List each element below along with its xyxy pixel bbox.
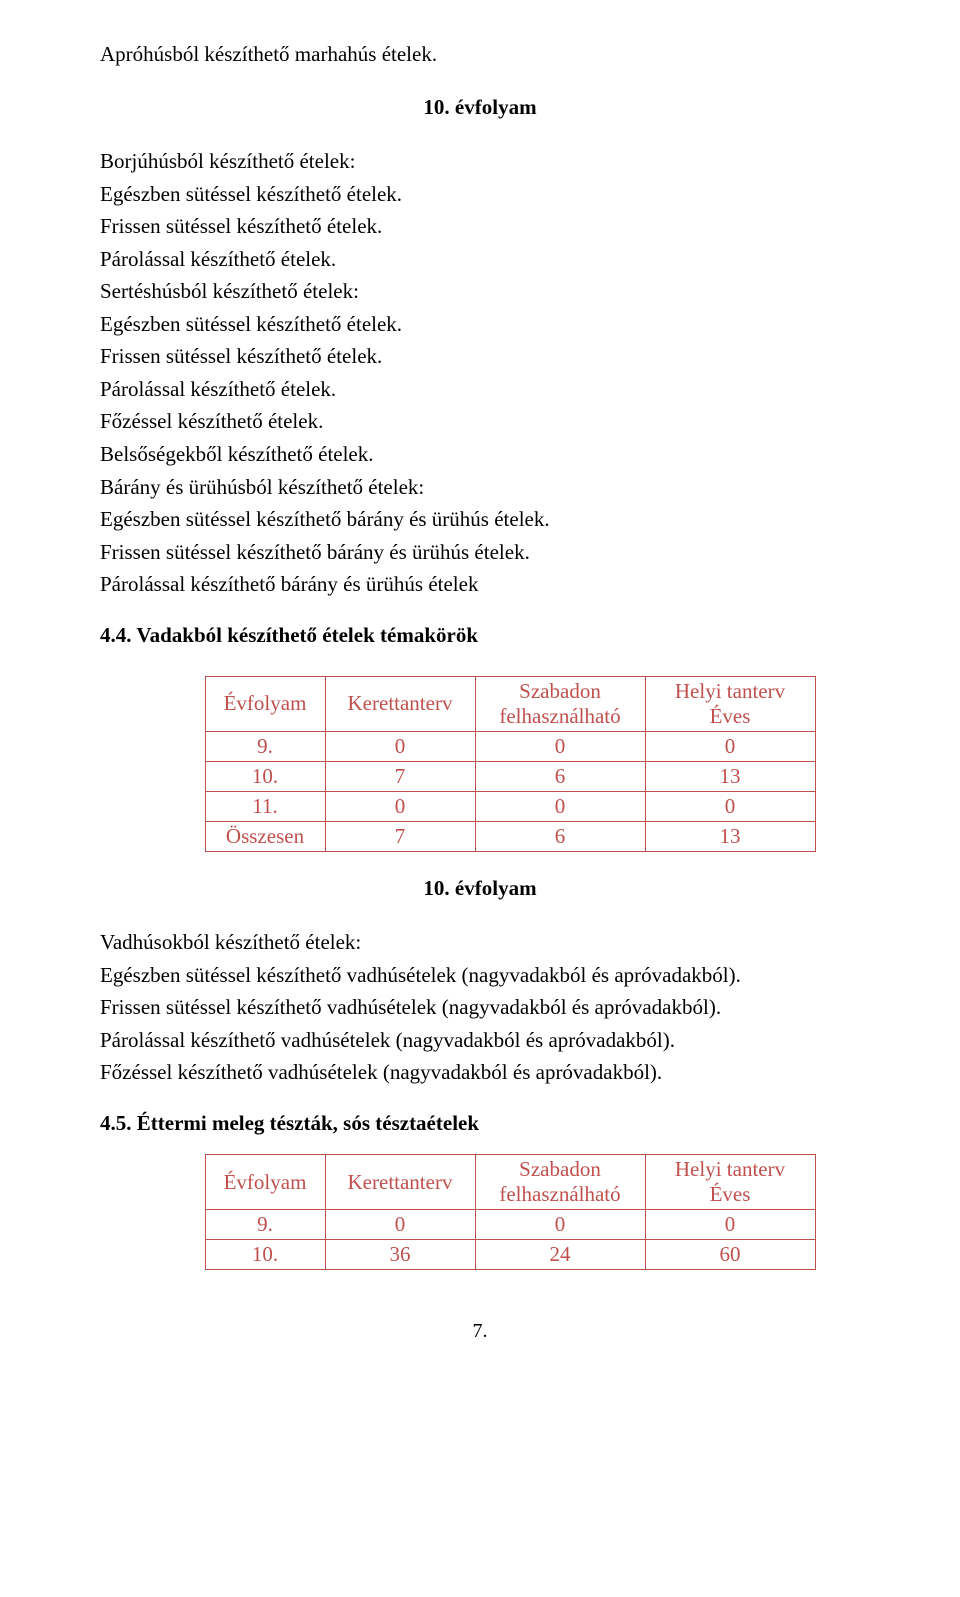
table-cell: 0	[645, 731, 815, 761]
table-cell: 10.	[205, 761, 325, 791]
table-cell: 13	[645, 821, 815, 851]
text-line: Frissen sütéssel készíthető ételek.	[100, 210, 860, 243]
text-line: Egészben sütéssel készíthető ételek.	[100, 178, 860, 211]
table-cell: 0	[475, 731, 645, 761]
table-cell: 0	[645, 1210, 815, 1240]
table-cell: 6	[475, 761, 645, 791]
table-row: 9.000	[205, 731, 815, 761]
text-line: Párolással készíthető ételek.	[100, 373, 860, 406]
table-cell: 0	[325, 731, 475, 761]
table-cell: 9.	[205, 731, 325, 761]
table-header-cell: Szabadonfelhasználható	[475, 1155, 645, 1210]
table-cell: 13	[645, 761, 815, 791]
table-row: 9.000	[205, 1210, 815, 1240]
table-cell: 10.	[205, 1240, 325, 1270]
table-header-cell: Évfolyam	[205, 1155, 325, 1210]
table-row: Összesen7613	[205, 821, 815, 851]
table-row: 10.7613	[205, 761, 815, 791]
text-line: Párolással készíthető ételek.	[100, 243, 860, 276]
text-line: Frissen sütéssel készíthető bárány és ür…	[100, 536, 860, 569]
table-cell: 0	[475, 791, 645, 821]
text-line: Főzéssel készíthető ételek.	[100, 405, 860, 438]
table-cell: 0	[325, 1210, 475, 1240]
table-cell: 60	[645, 1240, 815, 1270]
table-cell: 9.	[205, 1210, 325, 1240]
table-cell: 36	[325, 1240, 475, 1270]
list-block-1: Borjúhúsból készíthető ételek:Egészben s…	[100, 145, 860, 601]
table-cell: 0	[325, 791, 475, 821]
table-header-cell: Kerettanterv	[325, 676, 475, 731]
table-cell: 0	[645, 791, 815, 821]
text-line: Bárány és ürühúsból készíthető ételek:	[100, 471, 860, 504]
text-line: Belsőségekből készíthető ételek.	[100, 438, 860, 471]
table-cell: 7	[325, 761, 475, 791]
section-45-heading: 4.5. Éttermi meleg tészták, sós tésztaét…	[100, 1111, 860, 1136]
text-line: Frissen sütéssel készíthető ételek.	[100, 340, 860, 373]
intro-line: Apróhúsból készíthető marhahús ételek.	[100, 38, 860, 71]
table-row: 11.000	[205, 791, 815, 821]
table-cell: 11.	[205, 791, 325, 821]
table-cell: Összesen	[205, 821, 325, 851]
text-line: Egészben sütéssel készíthető vadhúsétele…	[100, 959, 860, 992]
curriculum-table-2: ÉvfolyamKerettantervSzabadonfelhasználha…	[205, 1154, 816, 1270]
table-header-cell: Évfolyam	[205, 676, 325, 731]
text-line: Egészben sütéssel készíthető bárány és ü…	[100, 503, 860, 536]
table-header-cell: Kerettanterv	[325, 1155, 475, 1210]
section-44-heading: 4.4. Vadakból készíthető ételek témakörö…	[100, 623, 860, 648]
table-header-cell: Helyi tantervÉves	[645, 676, 815, 731]
text-line: Vadhúsokból készíthető ételek:	[100, 926, 860, 959]
text-line: Párolással készíthető bárány és ürühús é…	[100, 568, 860, 601]
text-line: Borjúhúsból készíthető ételek:	[100, 145, 860, 178]
table-cell: 24	[475, 1240, 645, 1270]
table-cell: 6	[475, 821, 645, 851]
page-number: 7.	[100, 1320, 860, 1343]
text-line: Sertéshúsból készíthető ételek:	[100, 275, 860, 308]
table-row: 10.362460	[205, 1240, 815, 1270]
text-line: Frissen sütéssel készíthető vadhúsételek…	[100, 991, 860, 1024]
grade-heading-2: 10. évfolyam	[100, 872, 860, 905]
text-line: Egészben sütéssel készíthető ételek.	[100, 308, 860, 341]
text-line: Főzéssel készíthető vadhúsételek (nagyva…	[100, 1056, 860, 1089]
grade-heading-1: 10. évfolyam	[100, 91, 860, 124]
table-cell: 7	[325, 821, 475, 851]
list-block-2: Vadhúsokból készíthető ételek:Egészben s…	[100, 926, 860, 1089]
text-line: Párolással készíthető vadhúsételek (nagy…	[100, 1024, 860, 1057]
curriculum-table-1: ÉvfolyamKerettantervSzabadonfelhasználha…	[205, 676, 816, 852]
table-cell: 0	[475, 1210, 645, 1240]
table-header-cell: Szabadonfelhasználható	[475, 676, 645, 731]
table-header-cell: Helyi tantervÉves	[645, 1155, 815, 1210]
